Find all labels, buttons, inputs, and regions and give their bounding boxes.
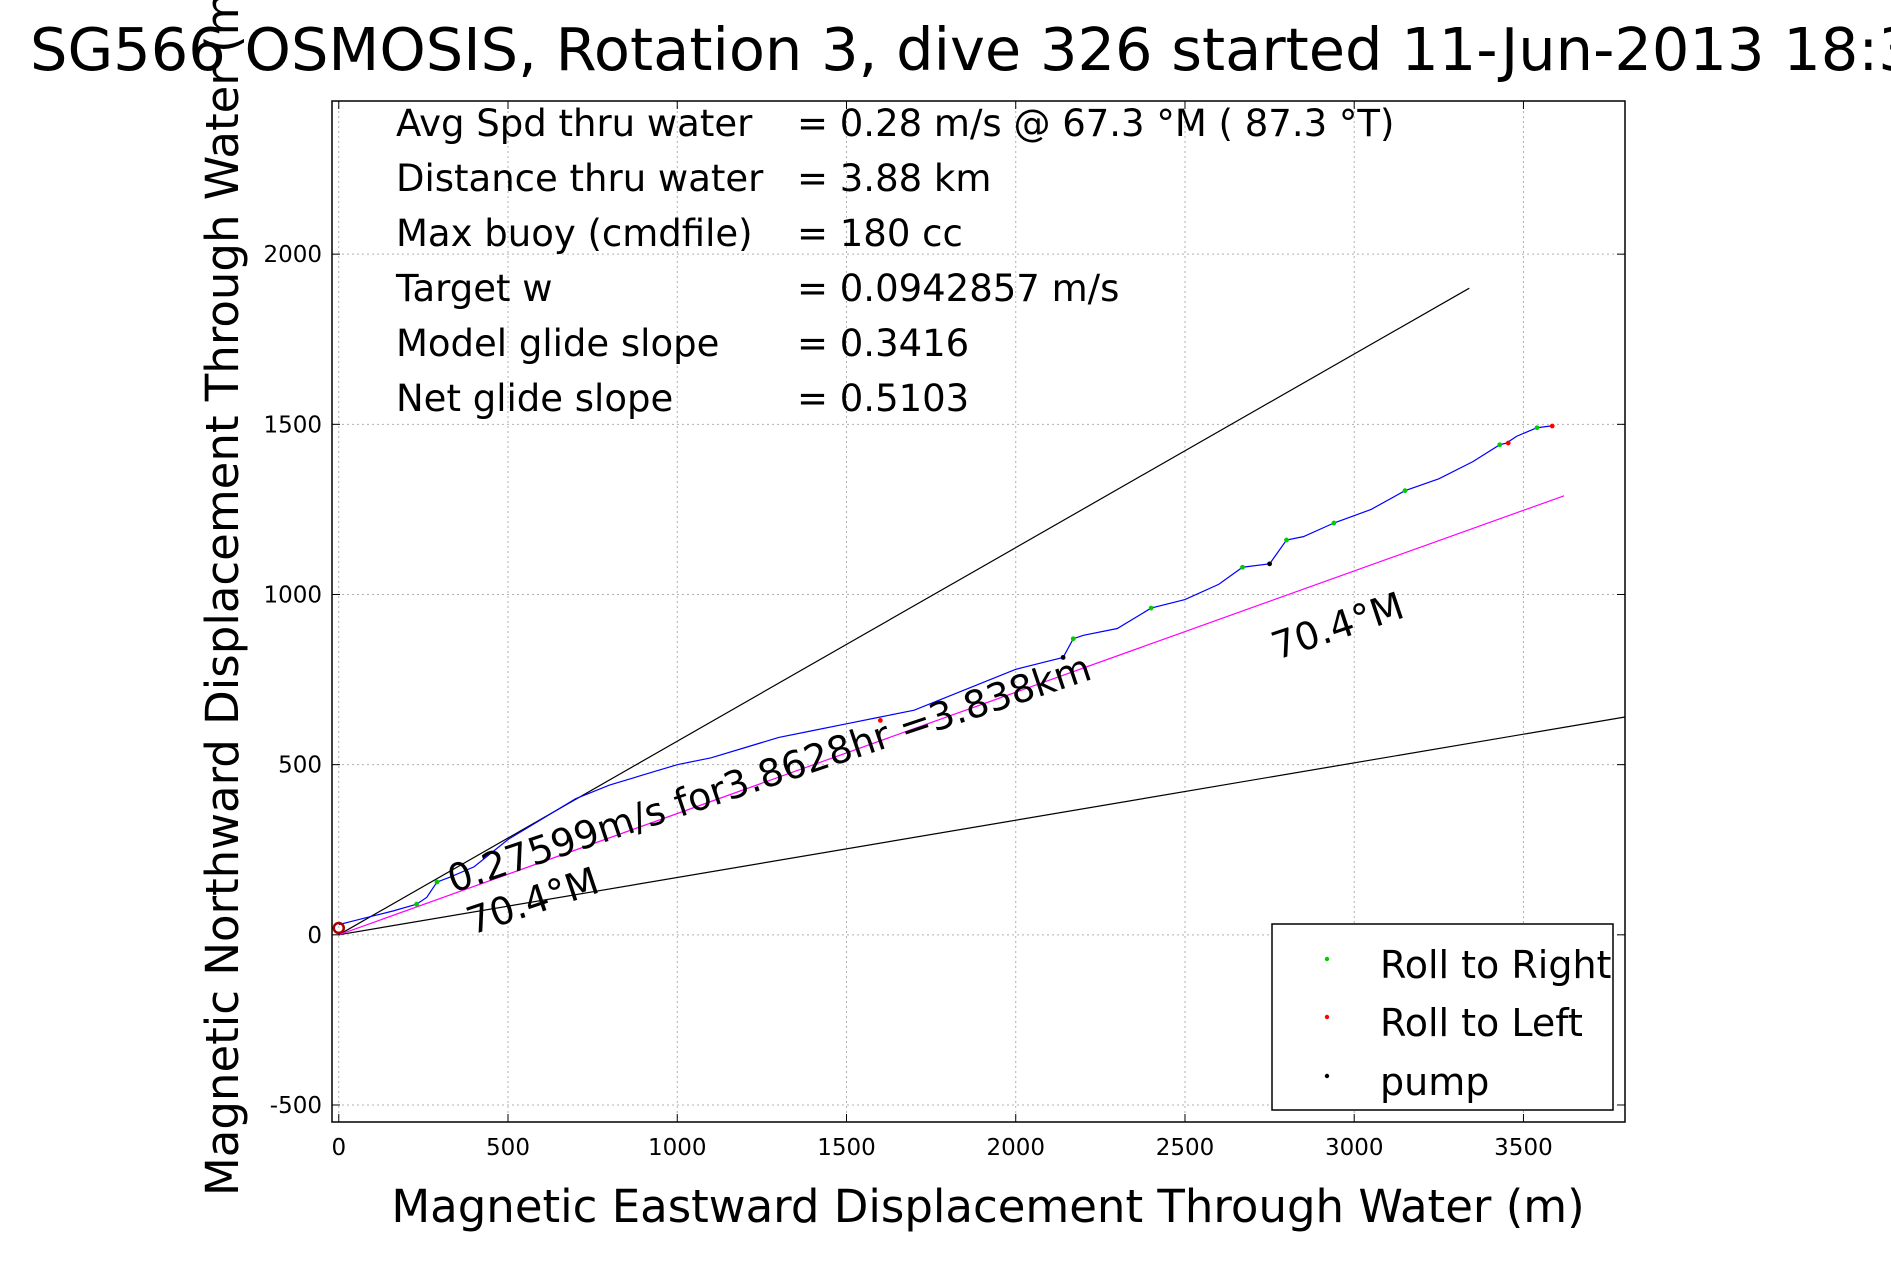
marker-roll-left bbox=[1505, 440, 1511, 446]
start-marker bbox=[332, 921, 346, 935]
stat-value: = 0.0942857 m/s bbox=[797, 267, 1119, 310]
stat-value: = 0.28 m/s @ 67.3 °M ( 87.3 °T) bbox=[797, 102, 1394, 145]
marker-pump bbox=[1267, 561, 1272, 567]
marker-pump bbox=[1060, 655, 1066, 660]
marker-roll-right bbox=[1148, 605, 1154, 611]
y-tick-label: 0 bbox=[307, 923, 322, 949]
x-tick-label: 1500 bbox=[817, 1135, 876, 1161]
reference-lines bbox=[338, 287, 1626, 936]
legend-swatch-roll-left bbox=[1324, 1014, 1330, 1020]
stat-label: Distance thru water bbox=[396, 157, 764, 200]
stat-value: = 0.5103 bbox=[797, 377, 969, 420]
x-tick-label: 0 bbox=[331, 1135, 346, 1161]
marker-roll-right bbox=[1331, 520, 1337, 526]
chart-title: SG566 OSMOSIS, Rotation 3, dive 326 star… bbox=[30, 15, 1891, 84]
marker-roll-right bbox=[434, 879, 440, 885]
legend-swatch-roll-right bbox=[1324, 956, 1330, 962]
track-layer bbox=[338, 425, 1551, 926]
track-line bbox=[338, 425, 1551, 926]
axis-ticks: 0 500 1000 1500 2000 2500 3000 3500 -500 0 500 1000… bbox=[263, 101, 1625, 1161]
legend-label-roll-left: Roll to Left bbox=[1380, 1001, 1583, 1045]
x-tick-label: 2500 bbox=[1156, 1135, 1215, 1161]
speed-annotation: 0.27599m/s for3.8628hr =3.838km bbox=[442, 645, 1097, 901]
y-tick-label: 1000 bbox=[263, 582, 322, 608]
y-tick-label: 2000 bbox=[263, 242, 322, 268]
marker-roll-left bbox=[877, 718, 883, 723]
reference-line bbox=[338, 716, 1626, 936]
reference-line bbox=[338, 495, 1565, 936]
legend-label-pump: pump bbox=[1380, 1060, 1489, 1104]
stat-label: Net glide slope bbox=[396, 377, 673, 420]
stat-value: = 180 cc bbox=[797, 212, 963, 255]
marker-roll-left bbox=[1549, 423, 1555, 429]
x-tick-label: 3500 bbox=[1494, 1135, 1553, 1161]
y-tick-label: 1500 bbox=[263, 412, 322, 438]
heading-annotation-high: 70.4°M bbox=[1266, 584, 1409, 669]
plot-frame bbox=[331, 100, 1626, 1123]
stat-label: Avg Spd thru water bbox=[396, 102, 753, 145]
marker-roll-right bbox=[1070, 636, 1076, 642]
stat-label: Model glide slope bbox=[396, 322, 719, 365]
x-axis-label: Magnetic Eastward Displacement Through W… bbox=[391, 1180, 1584, 1233]
x-tick-label: 2000 bbox=[986, 1135, 1045, 1161]
marker-roll-right bbox=[1284, 537, 1289, 543]
stat-value: = 3.88 km bbox=[797, 157, 991, 200]
stat-label: Max buoy (cmdfile) bbox=[396, 212, 753, 255]
y-axis-label: Magnetic Northward Displacement Through … bbox=[196, 0, 249, 1196]
stats-block: Avg Spd thru water = 0.28 m/s @ 67.3 °M (… bbox=[395, 102, 1394, 420]
legend: Roll to Right Roll to Left pump bbox=[1271, 923, 1614, 1111]
x-tick-label: 1000 bbox=[648, 1135, 707, 1161]
y-tick-label: 500 bbox=[278, 753, 322, 779]
marker-layer bbox=[332, 423, 1555, 935]
marker-roll-right bbox=[1402, 488, 1408, 494]
grid-lines bbox=[332, 101, 1625, 1122]
marker-roll-right bbox=[1497, 442, 1503, 448]
stat-value: = 0.3416 bbox=[797, 322, 969, 365]
x-tick-label: 500 bbox=[486, 1135, 530, 1161]
marker-roll-right bbox=[1534, 425, 1540, 431]
reference-line bbox=[338, 287, 1470, 936]
marker-roll-right bbox=[414, 901, 420, 907]
marker-roll-right bbox=[1240, 564, 1245, 570]
x-tick-label: 3000 bbox=[1325, 1135, 1384, 1161]
legend-swatch-pump bbox=[1324, 1073, 1330, 1079]
legend-label-roll-right: Roll to Right bbox=[1380, 943, 1611, 987]
y-tick-label: -500 bbox=[270, 1093, 322, 1119]
stat-label: Target w bbox=[395, 267, 553, 310]
